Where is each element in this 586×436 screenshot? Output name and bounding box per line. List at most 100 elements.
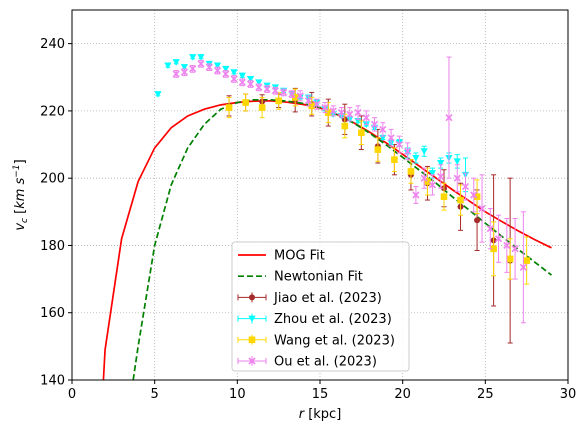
x-tick-label: 20 [394, 387, 411, 402]
marker-stroke [313, 100, 321, 108]
marker-stroke [470, 191, 478, 199]
marker-stroke [222, 70, 230, 78]
marker-stroke [288, 90, 296, 98]
legend-marker [249, 294, 255, 301]
data-point [337, 109, 346, 117]
data-point [255, 79, 263, 86]
data-point [503, 241, 511, 250]
data-point [404, 147, 412, 155]
fit-curves [102, 98, 552, 380]
y-tick-label: 240 [40, 37, 65, 52]
series-zhou-et-al [154, 54, 470, 193]
marker-stroke [379, 125, 387, 133]
y-tick-label: 140 [40, 374, 65, 389]
marker-stroke [395, 140, 403, 149]
legend-label: Newtonian Fit [274, 270, 363, 285]
legend-marker [248, 315, 256, 323]
legend: MOG Fit Newtonian Fit Jiao et al. (2023) Zh… [231, 241, 410, 372]
marker-stroke [437, 172, 445, 181]
legend-box [231, 241, 410, 372]
y-tick-label: 180 [40, 239, 65, 254]
data-point [291, 94, 299, 101]
data-point [263, 85, 271, 93]
data-point [470, 191, 478, 199]
legend-label: Ou et al. (2023) [274, 355, 377, 370]
data-point [238, 72, 246, 80]
data-point [180, 64, 189, 71]
marker-stroke [362, 114, 370, 122]
marker-stroke [205, 63, 213, 71]
data-point [453, 174, 461, 182]
data-point [412, 191, 420, 199]
data-point [506, 255, 514, 263]
data-point [288, 90, 296, 98]
data-point [358, 129, 365, 137]
data-point [242, 99, 249, 106]
marker-stroke [321, 103, 329, 112]
marker-stroke [461, 183, 470, 191]
data-point [424, 178, 431, 185]
marker-stroke [445, 114, 453, 122]
marker-stroke [478, 204, 486, 213]
marker-stroke [189, 65, 197, 73]
marker-stroke [511, 245, 519, 253]
data-point [271, 87, 279, 95]
data-point [238, 78, 246, 86]
marker-stroke [412, 191, 420, 199]
data-point [391, 156, 398, 163]
marker-stroke [263, 85, 271, 93]
data-point [370, 120, 379, 128]
y-tick-label: 160 [40, 306, 65, 321]
data-point [246, 80, 255, 88]
data-point [197, 60, 205, 68]
data-point [296, 92, 304, 100]
marker-stroke [304, 97, 312, 105]
y-tick-label: 220 [40, 104, 65, 119]
marker-stroke [519, 263, 527, 271]
curve-newtonian-fit [132, 98, 552, 380]
data-point [172, 70, 180, 78]
y-axis-label: vc [km s−1] [12, 159, 30, 230]
data-point [180, 68, 188, 76]
data-point [275, 97, 282, 105]
x-tick-label: 25 [477, 387, 494, 402]
marker-stroke [230, 75, 238, 83]
marker-stroke [346, 110, 354, 118]
data-point [197, 54, 205, 61]
data-point [329, 107, 337, 115]
marker-stroke [329, 107, 337, 115]
data-point [354, 109, 362, 117]
data-point [341, 122, 349, 130]
marker-stroke [337, 109, 346, 117]
data-point [255, 83, 263, 91]
marker-stroke [486, 225, 494, 233]
data-point [213, 66, 222, 75]
axis-ticks: 0 5 10 15 20 25 30 140 160 180 200 220 240 [40, 37, 576, 402]
data-point [437, 172, 445, 181]
data-point [230, 69, 238, 76]
data-point [189, 65, 197, 73]
data-point [387, 134, 395, 142]
marker-stroke [428, 181, 436, 189]
y-tick-label: 200 [40, 172, 65, 187]
data-point [486, 225, 494, 233]
data-point [172, 59, 180, 66]
legend-marker [248, 357, 256, 365]
marker-stroke [248, 357, 256, 365]
marker-stroke [354, 109, 362, 117]
marker-stroke [296, 92, 304, 100]
marker-stroke [387, 134, 395, 142]
x-tick-label: 0 [68, 387, 76, 402]
data-point [474, 217, 481, 224]
data-point [437, 160, 445, 167]
data-point [420, 174, 428, 182]
data-point [205, 63, 213, 71]
marker-stroke [370, 120, 379, 128]
x-tick-label: 10 [229, 387, 246, 402]
data-point [523, 257, 530, 264]
x-tick-label: 30 [560, 387, 577, 402]
data-point [213, 62, 222, 70]
data-point [222, 65, 230, 73]
data-point [246, 75, 255, 83]
